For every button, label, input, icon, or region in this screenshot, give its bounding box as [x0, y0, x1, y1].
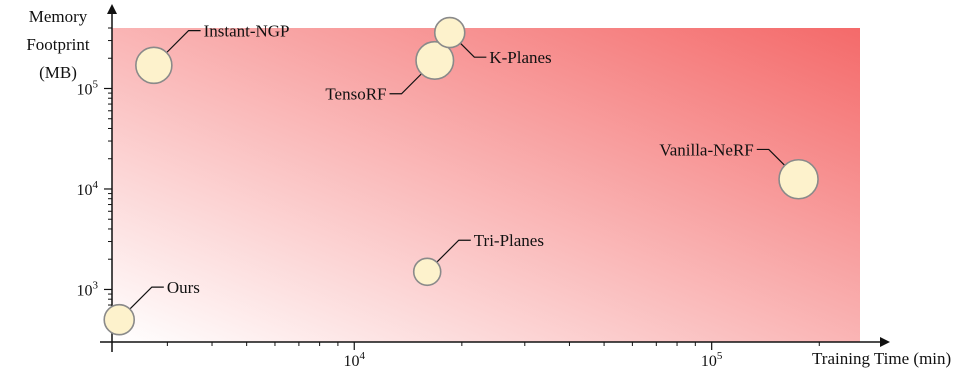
y-tick-label: 104 — [77, 179, 99, 199]
x-axis-label: Training Time (min) — [812, 349, 951, 368]
point-marker — [778, 158, 819, 200]
point-marker — [415, 40, 455, 81]
y-major-ticks: 103 104 105 — [77, 78, 112, 299]
point-marker — [103, 303, 136, 336]
y-axis-label-line1: Memory — [29, 7, 88, 26]
leader-line — [459, 42, 487, 58]
y-tick-label: 103 — [77, 279, 99, 299]
leader-line — [756, 148, 786, 166]
point-tri-planes: Tri-Planes — [412, 231, 544, 287]
point-tensorf: TensoRF — [325, 40, 455, 104]
point-marker — [433, 16, 466, 49]
plot-background — [112, 28, 860, 342]
point-vanilla-nerf: Vanilla-NeRF — [659, 140, 819, 200]
leader-line — [436, 239, 471, 263]
y-axis-label-line2: Footprint — [26, 35, 90, 54]
point-label: Instant-NGP — [204, 22, 290, 41]
point-instant-ngp: Instant-NGP — [135, 22, 290, 85]
point-label: K-Planes — [489, 48, 551, 67]
x-major-ticks: 104 105 — [344, 342, 723, 370]
point-k-planes: K-Planes — [433, 16, 552, 67]
y-axis-label-line3: (MB) — [39, 63, 77, 82]
data-points: Ours Instant-NGP TensoRF K-Planes Tri-Planes… — [103, 16, 819, 336]
x-tick-label: 105 — [701, 350, 723, 370]
x-minor-ticks — [166, 342, 820, 346]
leader-line — [166, 30, 201, 54]
y-tick-label: 105 — [77, 78, 99, 98]
point-marker — [412, 257, 442, 287]
point-label: Vanilla-NeRF — [659, 140, 753, 159]
point-ours: Ours — [103, 278, 200, 336]
x-tick-label: 104 — [344, 350, 366, 370]
leader-line — [129, 286, 164, 310]
leader-line — [389, 73, 422, 95]
point-marker — [135, 46, 173, 85]
point-label: Ours — [167, 278, 200, 297]
point-label: Tri-Planes — [474, 231, 544, 250]
point-label: TensoRF — [325, 85, 386, 104]
